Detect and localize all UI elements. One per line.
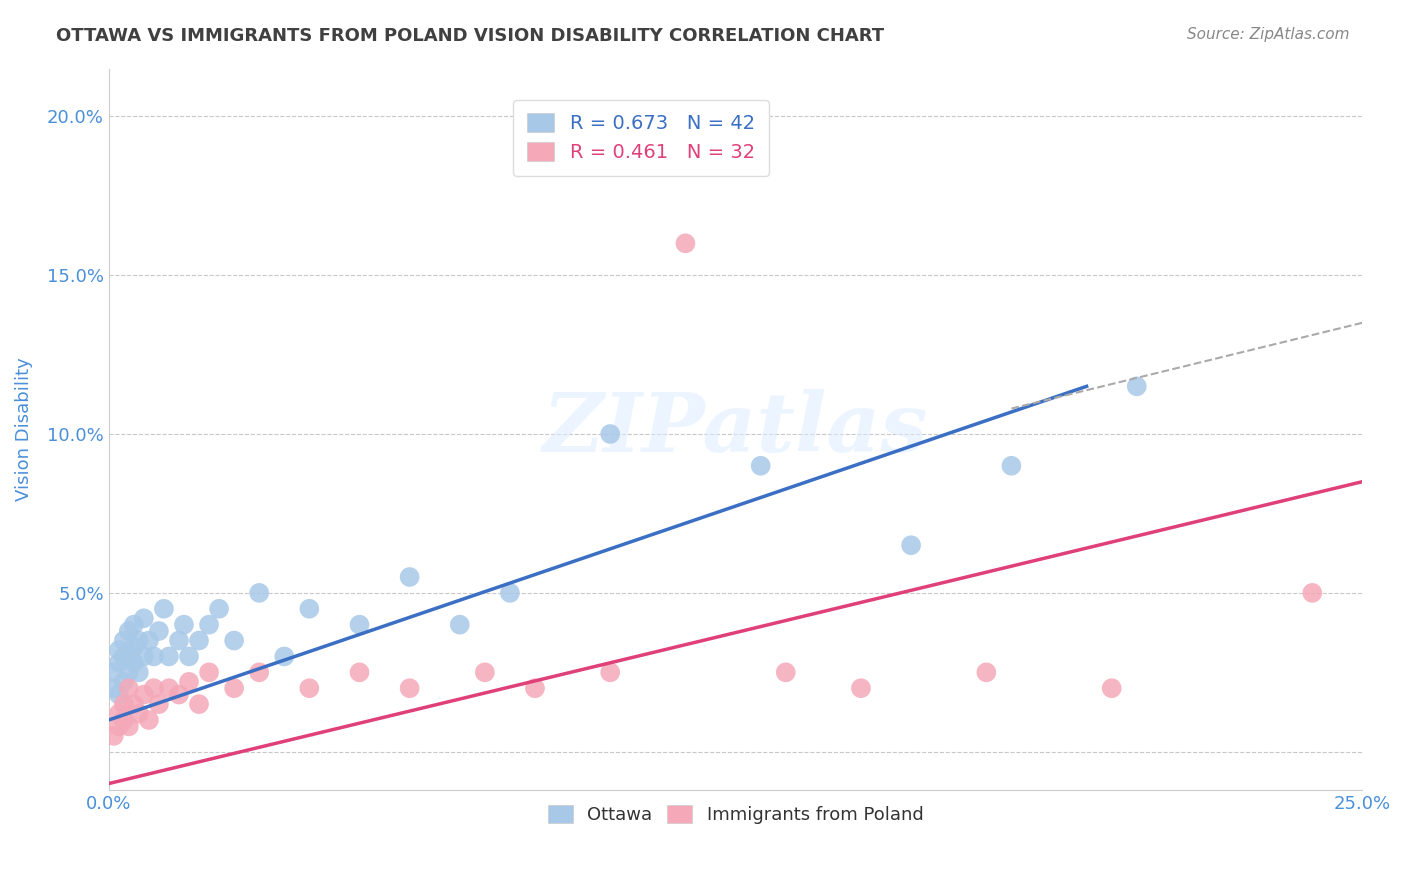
Point bbox=[122, 697, 145, 711]
Point bbox=[118, 665, 141, 680]
Point bbox=[118, 719, 141, 733]
Point bbox=[900, 538, 922, 552]
Point bbox=[118, 624, 141, 638]
Point bbox=[173, 617, 195, 632]
Point bbox=[247, 665, 270, 680]
Point bbox=[398, 570, 420, 584]
Point bbox=[103, 729, 125, 743]
Point bbox=[298, 681, 321, 696]
Point bbox=[198, 617, 221, 632]
Point bbox=[112, 697, 135, 711]
Point bbox=[148, 624, 170, 638]
Point bbox=[103, 681, 125, 696]
Point bbox=[524, 681, 547, 696]
Point bbox=[224, 633, 246, 648]
Point bbox=[349, 665, 371, 680]
Point bbox=[599, 665, 621, 680]
Point bbox=[103, 665, 125, 680]
Point bbox=[107, 719, 129, 733]
Point bbox=[142, 649, 165, 664]
Point bbox=[298, 601, 321, 615]
Point bbox=[157, 681, 180, 696]
Point bbox=[128, 633, 150, 648]
Point bbox=[224, 681, 246, 696]
Point bbox=[976, 665, 998, 680]
Point bbox=[138, 633, 160, 648]
Point bbox=[1101, 681, 1123, 696]
Text: ZIPatlas: ZIPatlas bbox=[543, 389, 928, 469]
Point bbox=[132, 649, 155, 664]
Point bbox=[349, 617, 371, 632]
Point bbox=[153, 601, 176, 615]
Point bbox=[157, 649, 180, 664]
Point bbox=[112, 649, 135, 664]
Point bbox=[138, 713, 160, 727]
Point bbox=[148, 697, 170, 711]
Point bbox=[398, 681, 420, 696]
Point bbox=[273, 649, 295, 664]
Point bbox=[112, 633, 135, 648]
Point bbox=[177, 649, 200, 664]
Point bbox=[474, 665, 496, 680]
Point bbox=[118, 649, 141, 664]
Point bbox=[118, 681, 141, 696]
Point bbox=[499, 586, 522, 600]
Point bbox=[1126, 379, 1149, 393]
Point bbox=[167, 633, 190, 648]
Point bbox=[775, 665, 797, 680]
Point bbox=[1301, 586, 1323, 600]
Text: OTTAWA VS IMMIGRANTS FROM POLAND VISION DISABILITY CORRELATION CHART: OTTAWA VS IMMIGRANTS FROM POLAND VISION … bbox=[56, 27, 884, 45]
Point bbox=[122, 617, 145, 632]
Point bbox=[122, 640, 145, 654]
Point bbox=[107, 706, 129, 721]
Point bbox=[208, 601, 231, 615]
Legend: Ottawa, Immigrants from Poland: Ottawa, Immigrants from Poland bbox=[537, 795, 935, 835]
Point bbox=[188, 697, 211, 711]
Point bbox=[142, 681, 165, 696]
Point bbox=[749, 458, 772, 473]
Point bbox=[599, 427, 621, 442]
Point bbox=[198, 665, 221, 680]
Point bbox=[849, 681, 872, 696]
Point bbox=[449, 617, 471, 632]
Point bbox=[122, 656, 145, 670]
Point bbox=[1000, 458, 1022, 473]
Point bbox=[247, 586, 270, 600]
Point bbox=[128, 665, 150, 680]
Point bbox=[675, 236, 697, 251]
Point bbox=[107, 643, 129, 657]
Point bbox=[107, 656, 129, 670]
Point bbox=[112, 713, 135, 727]
Text: Source: ZipAtlas.com: Source: ZipAtlas.com bbox=[1187, 27, 1350, 42]
Point bbox=[188, 633, 211, 648]
Point bbox=[107, 688, 129, 702]
Point bbox=[132, 611, 155, 625]
Y-axis label: Vision Disability: Vision Disability bbox=[15, 358, 32, 501]
Point bbox=[128, 706, 150, 721]
Point bbox=[132, 688, 155, 702]
Point bbox=[167, 688, 190, 702]
Point bbox=[177, 674, 200, 689]
Point bbox=[112, 674, 135, 689]
